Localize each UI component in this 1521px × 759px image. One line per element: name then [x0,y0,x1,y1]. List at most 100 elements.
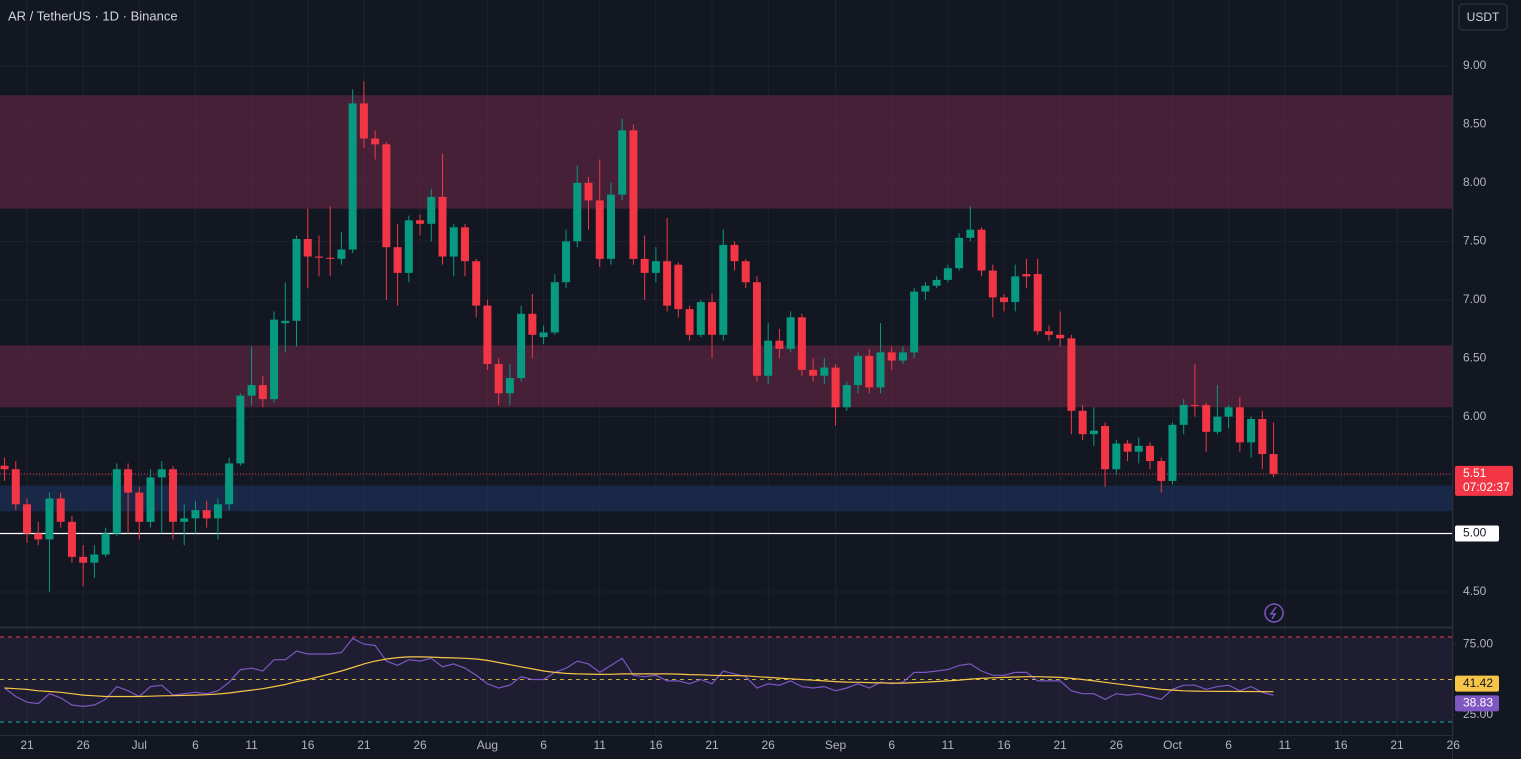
candle-body [663,261,672,306]
candle-body [831,367,840,408]
candle-body [764,340,773,376]
candle-body [438,196,447,257]
y-tick-label: 6.50 [1463,350,1487,364]
x-tick-label: 21 [705,738,719,752]
candle-body [135,492,144,522]
candle-body [416,220,425,224]
candle-body [719,244,728,335]
candle-body [1101,425,1110,470]
candle-body [79,556,88,563]
candle-body [910,291,919,353]
x-tick-label: 11 [1279,738,1292,752]
candle-body [584,182,593,201]
candle-body [393,247,402,273]
candle-body [1213,416,1222,432]
countdown-label: 07:02:37 [1463,480,1510,494]
x-tick-label: 6 [192,738,199,752]
rsi-ma-box [1455,675,1499,692]
x-tick-label: 11 [593,738,606,752]
x-tick-label: 26 [762,738,776,752]
candle-body [1168,424,1177,481]
x-tick-label: Sep [825,738,847,752]
candle-body [932,279,941,286]
candle-body [23,504,31,534]
candle-body [460,227,469,262]
candle-body [90,554,99,563]
candle-body [674,264,683,310]
candle-body [1033,274,1042,332]
candle-body [1224,407,1233,417]
candle-body [337,249,346,259]
alert-bolt[interactable] [1269,606,1277,620]
candle-body [730,244,739,262]
candle-body [1134,445,1143,452]
x-tick-label: Oct [1163,738,1182,752]
candle-body [752,282,761,376]
candle-body [775,340,784,349]
candle-body [427,196,436,224]
x-tick-label: 11 [245,738,258,752]
x-tick-label: 21 [20,738,34,752]
candle-body [1190,404,1199,406]
candle-body [326,257,335,259]
x-tick-label: Jul [132,738,147,752]
candle-body [606,194,615,259]
candle-body [382,144,391,248]
candle-body [1078,410,1087,435]
candle-body [303,238,312,257]
candle-body [1146,445,1154,462]
candle-body [371,138,380,145]
candle-body [876,352,885,388]
candle-body [1112,443,1121,470]
currency-button[interactable] [1458,3,1508,31]
candle-body [494,364,503,394]
x-tick-label: 6 [1225,738,1232,752]
currency-label[interactable]: USDT [1467,10,1500,24]
candle-body [1022,274,1031,277]
candle-body [1123,443,1132,452]
x-tick-label: 6 [888,738,895,752]
y-tick-label: 4.50 [1463,584,1487,598]
candle-body [1235,407,1244,443]
candle-body [258,385,267,400]
candle-body [1202,404,1211,432]
x-tick-label: 11 [942,738,955,752]
last-price-label: 5.51 [1463,466,1487,480]
candle-body [11,469,20,505]
plot [0,0,1454,735]
candle-body [685,309,694,335]
rsi-value-box [1455,695,1499,712]
alert-icon[interactable] [1264,603,1284,623]
candle-body [449,227,458,257]
candle-body [943,268,952,280]
y-tick-label: 6.00 [1463,409,1487,423]
x-tick-label: 16 [649,738,663,752]
rsi-tick-label: 75.00 [1463,636,1493,650]
candle-body [820,367,829,376]
candle-body [786,317,795,349]
candle-body [651,261,660,273]
candle-body [618,130,627,195]
rsi-ma-label: 41.42 [1463,676,1493,690]
candle-body [696,302,705,335]
candle-body [112,469,121,534]
candle-body [191,510,200,519]
candle-body [348,103,357,250]
candle-body [1000,297,1009,303]
candle-body [472,261,481,306]
alert-circle[interactable] [1264,603,1284,623]
candle-body [898,352,907,361]
candle-body [0,465,9,470]
candle-body [505,378,514,394]
candle-body [157,469,166,478]
candle-body [988,270,997,298]
candle-body [629,130,638,259]
zone [0,95,1452,209]
x-tick-label: 16 [301,738,315,752]
candle-body [483,305,492,365]
candle-body [1056,334,1065,339]
candle-body [1269,454,1278,474]
x-tick-label: 16 [1334,738,1348,752]
candle-body [67,521,76,557]
